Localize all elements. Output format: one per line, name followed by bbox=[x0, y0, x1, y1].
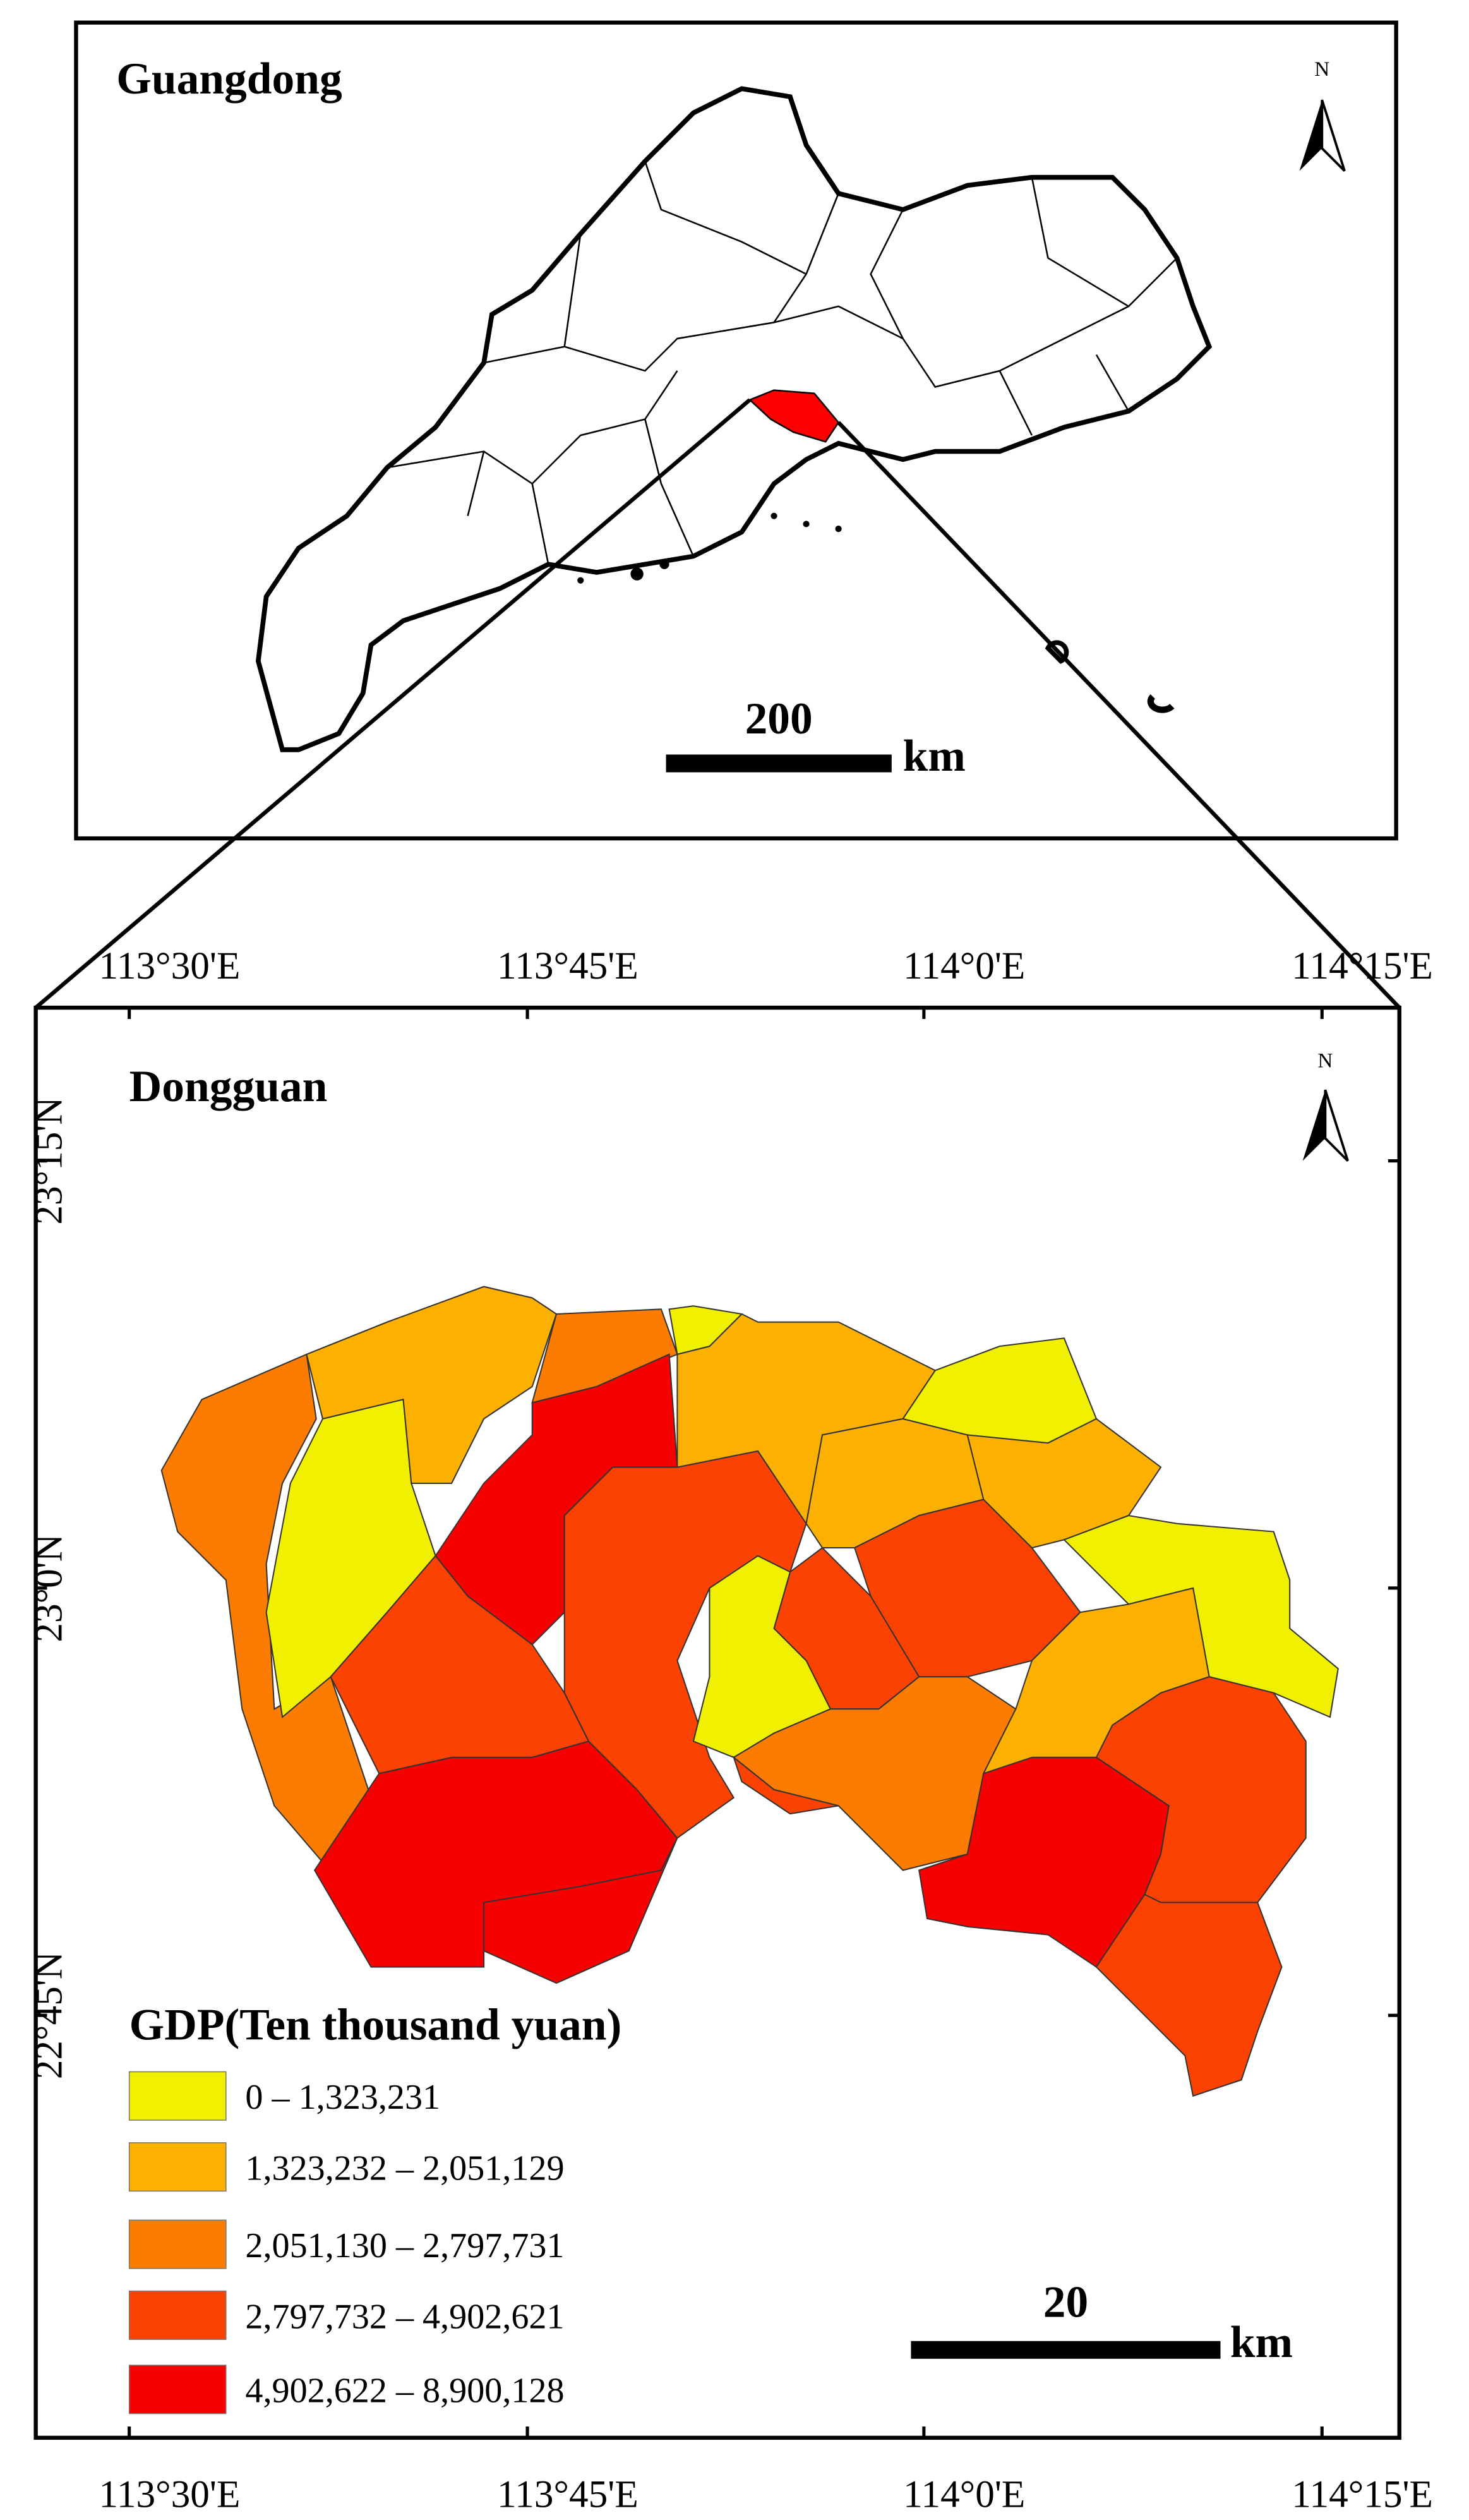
longitude-label: 114°15'E bbox=[1292, 2473, 1433, 2516]
dongguan-title: Dongguan bbox=[129, 1061, 328, 1111]
connector-line bbox=[34, 398, 752, 1010]
latitude-label: 23°15'N bbox=[27, 1097, 70, 1224]
longitude-label: 114°0'E bbox=[903, 2473, 1025, 2516]
latitude-label: 23°0'N bbox=[27, 1534, 70, 1643]
north-label: N bbox=[1317, 1049, 1333, 1073]
guangdong-outline bbox=[255, 86, 1213, 752]
town-region bbox=[1095, 1676, 1307, 1903]
legend-title: GDP(Ten thousand yuan) bbox=[129, 1999, 622, 2049]
latitude-label: 22°45'N bbox=[27, 1951, 70, 2079]
north-label: N bbox=[1314, 57, 1329, 81]
longitude-label: 113°30'E bbox=[99, 944, 241, 987]
longitude-label: 114°15'E bbox=[1292, 944, 1433, 987]
longitude-label: 113°45'E bbox=[497, 2473, 639, 2516]
town-region bbox=[483, 1837, 678, 1984]
connector-line bbox=[837, 421, 1401, 1010]
dongguan-panel: Dongguan N GDP(Ten thousand yuan) 0 – 1,… bbox=[33, 1005, 1401, 2440]
dongguan-highlight bbox=[748, 389, 840, 443]
legend-label: 2,051,130 – 2,797,731 bbox=[245, 2226, 564, 2265]
scale-bar bbox=[911, 2341, 1221, 2359]
north-arrow bbox=[1321, 99, 1346, 172]
legend-label: 4,902,622 – 8,900,128 bbox=[245, 2372, 564, 2411]
scale-value: 20 bbox=[1043, 2277, 1088, 2327]
north-arrow bbox=[1324, 1089, 1349, 1162]
town-region bbox=[668, 1305, 743, 1356]
longitude-label: 113°30'E bbox=[99, 2473, 241, 2516]
guangdong-title: Guangdong bbox=[116, 54, 342, 104]
scale-bar bbox=[666, 754, 892, 773]
legend: 0 – 1,323,231 1,323,232 – 2,051,129 2,051,… bbox=[128, 2071, 565, 2414]
legend-swatch bbox=[128, 2071, 227, 2121]
legend-swatch bbox=[128, 2142, 227, 2192]
legend-label: 0 – 1,323,231 bbox=[245, 2078, 440, 2117]
legend-label: 2,797,732 – 4,902,621 bbox=[245, 2297, 564, 2336]
scale-unit: km bbox=[903, 731, 966, 781]
scale-unit: km bbox=[1230, 2317, 1293, 2367]
guangdong-boundaries bbox=[387, 160, 1178, 565]
coordinate-labels: 113°30'E 113°30'E 113°45'E 113°45'E 114°0'E 1… bbox=[27, 944, 1432, 2516]
longitude-label: 114°0'E bbox=[903, 944, 1025, 987]
legend-label: 1,323,232 – 2,051,129 bbox=[245, 2149, 564, 2188]
guangdong-panel: Guangdong N 200 km bbox=[74, 20, 1398, 841]
town-region bbox=[306, 1286, 558, 1484]
legend-swatch bbox=[128, 2365, 227, 2414]
town-region bbox=[1095, 1893, 1283, 2097]
town-region bbox=[732, 1755, 839, 1815]
legend-swatch bbox=[128, 2219, 227, 2269]
town-region bbox=[563, 1450, 807, 1839]
scale-value: 200 bbox=[745, 694, 813, 744]
legend-swatch bbox=[128, 2290, 227, 2340]
dongguan-frame bbox=[33, 1005, 1401, 2440]
north-arrow bbox=[1302, 1090, 1326, 1161]
longitude-label: 113°45'E bbox=[497, 944, 639, 987]
dongguan-regions bbox=[160, 1286, 1339, 2097]
guangdong-frame bbox=[74, 20, 1398, 841]
